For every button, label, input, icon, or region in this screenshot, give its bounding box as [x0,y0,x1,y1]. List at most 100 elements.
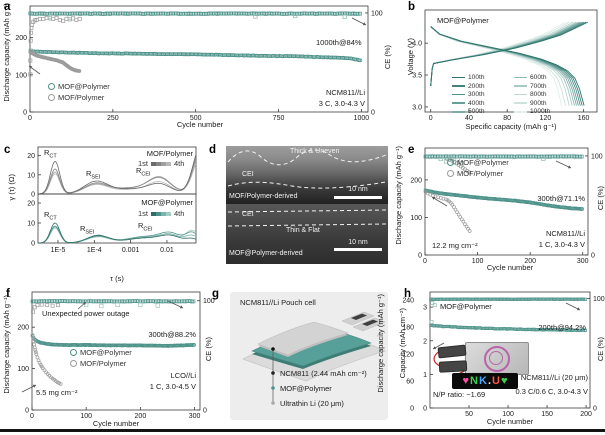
svg-text:0: 0 [591,253,595,260]
panel-e-legend: MOF@Polymer MOF/Polymer [447,158,509,178]
svg-text:240: 240 [402,298,414,305]
led-display: ♥ N K. U ♥ [452,373,518,389]
panel-f-x-axis-title: Cycle number [92,419,140,428]
svg-text:2: 2 [423,338,427,345]
panel-a-cell-note: NCM811//Li [325,88,365,97]
svg-text:100: 100 [591,153,603,160]
svg-text:0: 0 [31,241,35,248]
svg-text:200: 200 [410,177,422,184]
legend-item-100th: 100th [452,74,485,81]
peak-label-rcei-bottom: RCEI [138,221,153,233]
svg-text:200: 200 [580,411,592,418]
svg-text:100: 100 [593,296,605,303]
svg-text:0.01: 0.01 [160,247,174,254]
svg-text:40: 40 [465,115,473,122]
svg-text:0: 0 [371,110,375,117]
panel-label-e: e [408,144,415,156]
university-seal-icon [484,346,510,372]
panel-a-legend: MOF@Polymer MOF/Polymer [48,82,110,102]
mof-slash-polymer-marker-icon [48,94,55,101]
svg-text:20: 20 [27,201,35,208]
svg-text:50: 50 [465,411,473,418]
svg-text:100: 100 [502,411,514,418]
panel-label-c: c [4,144,11,156]
legend-item-600th: 600th [514,74,550,81]
legend-item-1000th: 1000th [514,108,550,115]
svg-text:100: 100 [15,72,27,79]
panel-label-b: b [408,1,416,13]
legend-item-700th: 700th [514,83,550,90]
peak-label-rsei-bottom: RSEI [80,224,95,236]
panel-f-retention-note: 300th@88.2% [148,330,196,339]
tem-image-mof-slash-polymer [226,146,388,204]
first-to-fourth-gradient-icon [151,211,172,216]
panel-e-y2-axis-title: CE (%) [596,186,605,211]
svg-text:0: 0 [410,406,414,413]
peak-label-rsei-top: RSEI [86,169,101,181]
svg-text:0: 0 [25,408,29,415]
panel-h-condition-note: 0.3 C/0.6 C, 3.0-4.3 V [515,387,588,396]
panel-b-legend-column-1: 100th 200th 300th 400th 500th [452,74,485,115]
panel-label-f: f [6,288,10,300]
svg-text:100: 100 [203,298,215,305]
battery-clip-icon [438,360,468,373]
tem-bottom-note: Thin & Flat [286,227,320,234]
panel-g-title: NCM811//Li Pouch cell [240,298,316,307]
peak-label-rct-top: RCT [44,148,57,160]
panel-f-loading-note: 5.5 mg cm⁻² [36,388,78,397]
legend-item-800th: 800th [514,91,550,98]
legend-item-400th: 400th [452,100,485,107]
panel-f-condition-note: 1 C, 3.0-4.5 V [149,382,196,391]
panel-a-retention-note: 1000th@84% [316,38,362,47]
legend-item-200th: 200th [452,83,485,90]
panel-a-y2-axis-title: CE (%) [383,45,392,70]
tem-top-source-label: MOF/Polymer-derived [229,193,298,200]
panel-a-y-axis-title: Discharge capacity (mAh g⁻¹) [2,3,11,102]
peak-label-rct-bottom: RCT [44,210,57,222]
pouch-layer-lithium-label: Ultrathin Li (20 μm) [280,399,344,408]
panel-e-loading-note: 12.2 mg cm⁻² [432,241,478,250]
panel-h-sample-label: MOF@Polymer [440,302,492,311]
svg-text:0: 0 [30,413,34,420]
svg-text:0: 0 [423,406,427,413]
tem-top-note: Thick & Uneven [290,148,340,155]
svg-text:100: 100 [410,215,422,222]
svg-text:200: 200 [524,258,536,265]
mof-at-polymer-marker-icon [48,83,55,90]
svg-text:180: 180 [402,325,414,332]
panel-f-legend: MOF@Polymer MOF/Polymer [70,348,132,368]
svg-text:120: 120 [402,352,414,359]
panel-c-bottom-gradient-legend: 1st 4th [138,209,185,218]
panel-h-retention-note: 200th@94.2% [538,323,586,332]
panel-c-y-axis-title: γ (τ) (Ω) [7,174,16,201]
svg-text:0: 0 [31,192,35,199]
panel-h-x-axis-title: Cycle number [486,417,534,426]
svg-text:1: 1 [423,372,427,379]
led-char: K [478,375,487,387]
svg-text:300: 300 [189,413,201,420]
panel-e-retention-note: 300th@71.1% [537,194,585,203]
svg-text:3.5: 3.5 [412,73,422,80]
panel-b-x-axis-title: Specific capacity (mAh g⁻¹) [465,122,557,131]
panel-b-legend-column-2: 600th 700th 800th 900th 1000th [514,74,550,115]
panel-f-y2-axis-title: CE (%) [204,337,213,362]
tem-top-scale-label: 10 nm [348,186,368,193]
peak-label-rcei-top: RCEI [136,166,151,178]
panel-e-y-axis-title: Discharge capacity (mAh g⁻¹) [394,146,403,245]
svg-text:100: 100 [472,258,484,265]
svg-text:1E-4: 1E-4 [87,247,102,254]
mof-at-polymer-marker-icon [447,159,454,166]
tem-bottom-source-label: MOF@Polymer-derived [229,250,303,257]
panel-c-top-gradient-legend: 1st 4th [138,159,185,168]
svg-text:0: 0 [593,406,597,413]
panel-label-d: d [209,144,217,156]
panel-label-g: g [212,288,220,300]
legend-item-300th: 300th [452,91,485,98]
led-char: ♥ [500,375,508,387]
svg-text:20: 20 [27,153,35,160]
svg-text:200: 200 [15,35,27,42]
led-char: . [487,375,491,387]
svg-text:100: 100 [80,413,92,420]
svg-text:3.0: 3.0 [412,104,422,111]
